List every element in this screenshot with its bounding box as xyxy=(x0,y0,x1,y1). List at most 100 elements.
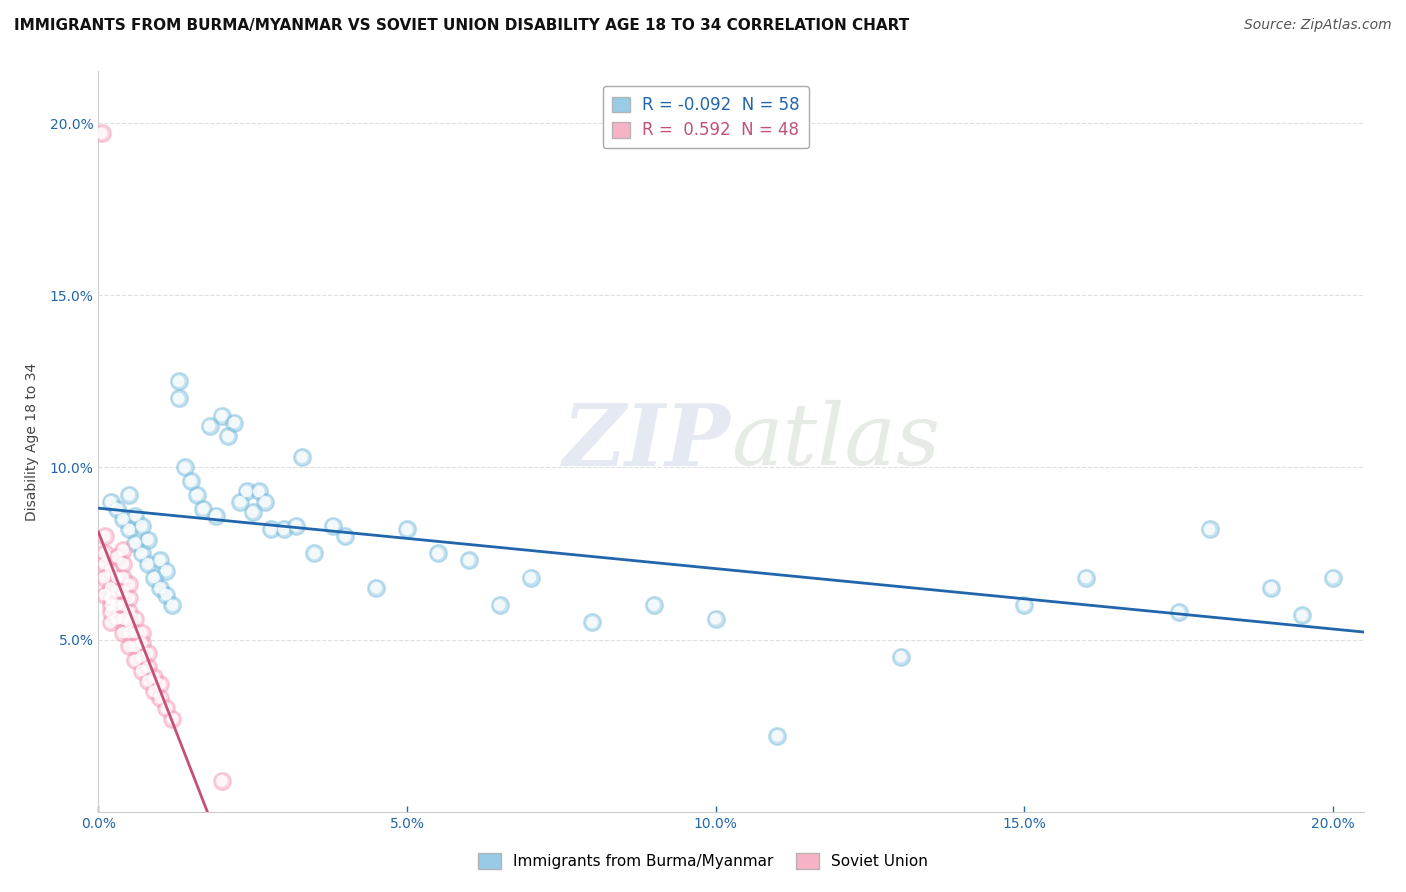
Point xyxy=(457,553,479,567)
Point xyxy=(124,536,146,550)
Point xyxy=(112,543,135,558)
Point xyxy=(118,591,141,606)
Point xyxy=(143,570,166,584)
Point xyxy=(124,625,146,640)
Point xyxy=(1260,581,1282,595)
Point xyxy=(273,522,295,536)
Point xyxy=(186,488,208,502)
Point xyxy=(105,598,128,612)
Point xyxy=(136,557,159,571)
Point xyxy=(136,533,159,547)
Point xyxy=(284,519,307,533)
Point xyxy=(112,584,135,599)
Point xyxy=(211,773,233,788)
Point xyxy=(224,416,246,430)
Point xyxy=(1074,570,1097,584)
Point xyxy=(118,605,141,619)
Point xyxy=(1198,522,1220,536)
Point xyxy=(519,570,541,584)
Point xyxy=(162,712,184,726)
Point xyxy=(704,612,727,626)
Point xyxy=(136,673,159,688)
Point xyxy=(131,546,153,560)
Point xyxy=(322,519,344,533)
Point xyxy=(118,640,141,654)
Point xyxy=(335,529,357,543)
Point xyxy=(118,615,141,630)
Point xyxy=(193,501,215,516)
Point xyxy=(1291,608,1313,623)
Text: Source: ZipAtlas.com: Source: ZipAtlas.com xyxy=(1244,18,1392,32)
Point xyxy=(118,522,141,536)
Point xyxy=(105,549,128,564)
Point xyxy=(112,512,135,526)
Point xyxy=(149,581,172,595)
Point xyxy=(162,598,184,612)
Point xyxy=(211,773,233,788)
Point xyxy=(704,612,727,626)
Point xyxy=(167,392,190,406)
Point xyxy=(1198,522,1220,536)
Point xyxy=(93,546,115,560)
Point xyxy=(118,577,141,591)
Point xyxy=(105,570,128,584)
Point xyxy=(581,615,603,630)
Point xyxy=(124,508,146,523)
Point xyxy=(105,584,128,599)
Point xyxy=(118,615,141,630)
Point xyxy=(204,508,226,523)
Point xyxy=(229,495,252,509)
Point xyxy=(322,519,344,533)
Point xyxy=(291,450,314,464)
Point xyxy=(100,605,122,619)
Point xyxy=(93,588,115,602)
Point xyxy=(284,519,307,533)
Point xyxy=(155,701,177,715)
Point xyxy=(93,546,115,560)
Point xyxy=(131,625,153,640)
Point xyxy=(581,615,603,630)
Point xyxy=(112,612,135,626)
Point xyxy=(396,522,419,536)
Point xyxy=(93,570,115,584)
Point xyxy=(167,392,190,406)
Point xyxy=(131,649,153,664)
Point xyxy=(149,553,172,567)
Point xyxy=(198,419,221,434)
Point xyxy=(112,570,135,584)
Point xyxy=(100,495,122,509)
Point xyxy=(1074,570,1097,584)
Point xyxy=(254,495,277,509)
Point xyxy=(235,484,257,499)
Point xyxy=(136,660,159,674)
Point xyxy=(149,691,172,706)
Point xyxy=(100,591,122,606)
Point xyxy=(131,664,153,678)
Point xyxy=(100,581,122,595)
Point xyxy=(488,598,510,612)
Point xyxy=(112,625,135,640)
Point xyxy=(90,126,112,140)
Point xyxy=(131,546,153,560)
Point xyxy=(149,677,172,691)
Point xyxy=(162,598,184,612)
Point xyxy=(643,598,665,612)
Point xyxy=(235,484,257,499)
Point xyxy=(105,612,128,626)
Point xyxy=(112,612,135,626)
Point xyxy=(149,677,172,691)
Point xyxy=(173,460,195,475)
Point xyxy=(155,564,177,578)
Point xyxy=(242,505,264,519)
Point xyxy=(112,598,135,612)
Point xyxy=(488,598,510,612)
Point xyxy=(180,474,202,488)
Point xyxy=(890,649,912,664)
Point xyxy=(217,429,239,443)
Point xyxy=(124,640,146,654)
Point xyxy=(335,529,357,543)
Point xyxy=(118,605,141,619)
Point xyxy=(1260,581,1282,595)
Point xyxy=(131,519,153,533)
Point xyxy=(1322,570,1344,584)
